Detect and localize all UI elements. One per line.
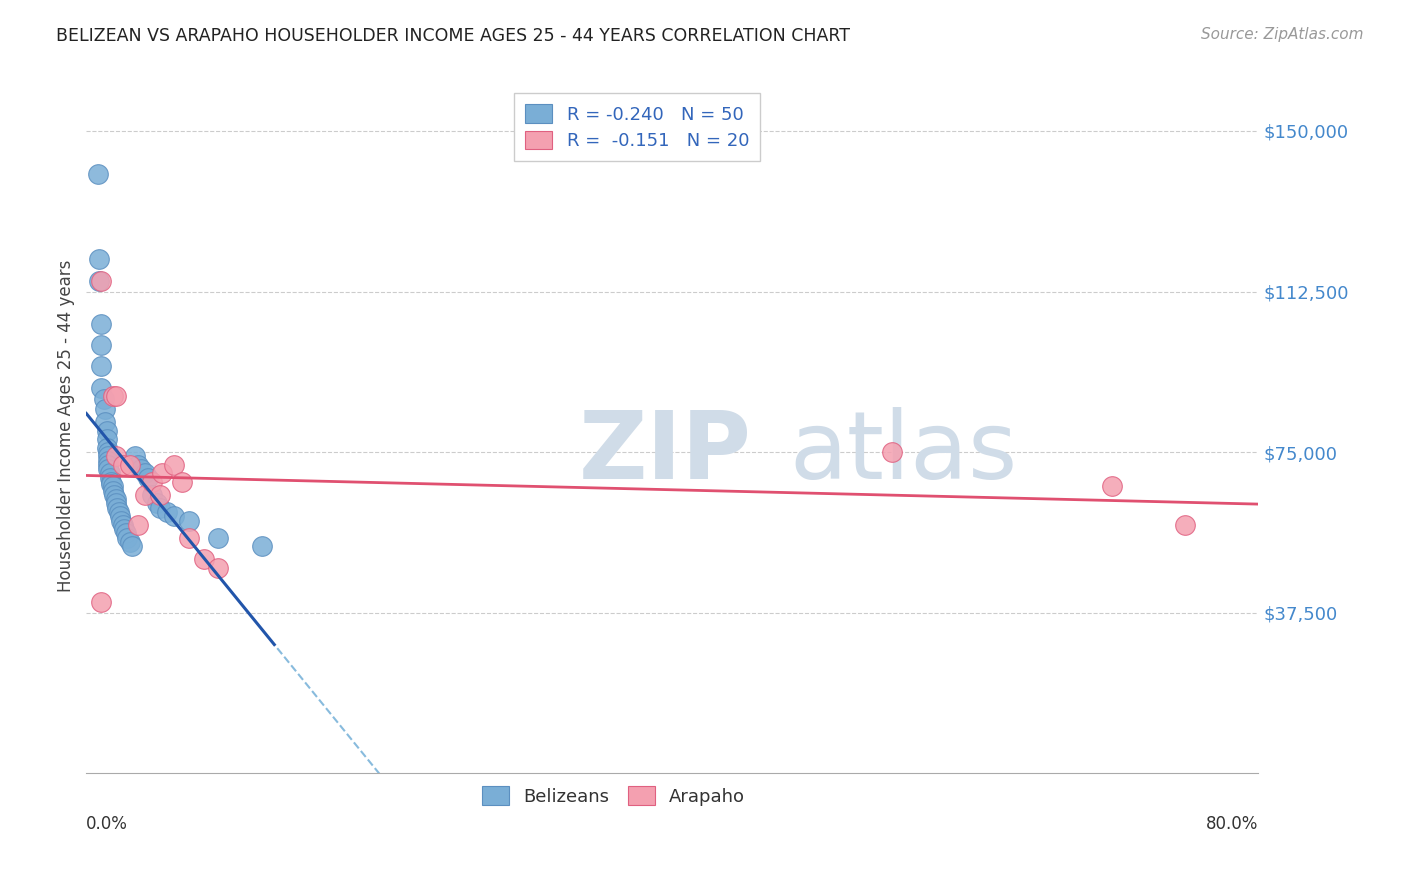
Point (90, 274, 112, 288)
Point (1101, 479, 1123, 493)
Point (90, 595, 112, 609)
Text: atlas: atlas (790, 407, 1018, 500)
Point (101, 389, 124, 403)
Point (156, 505, 179, 519)
Text: ZIP: ZIP (579, 407, 751, 500)
Point (98, 471, 121, 485)
Point (163, 458, 186, 472)
Text: BELIZEAN VS ARAPAHO HOUSEHOLDER INCOME AGES 25 - 44 YEARS CORRELATION CHART: BELIZEAN VS ARAPAHO HOUSEHOLDER INCOME A… (56, 27, 851, 45)
Point (177, 531, 200, 545)
Point (148, 488, 170, 502)
Point (177, 514, 200, 528)
Point (112, 522, 135, 536)
Point (145, 496, 167, 510)
Point (97, 462, 120, 476)
Point (207, 531, 229, 545)
Point (97, 450, 120, 464)
Point (97, 458, 120, 472)
Point (115, 526, 138, 541)
Point (96, 432, 118, 446)
Text: 80.0%: 80.0% (1206, 815, 1258, 833)
Point (163, 509, 186, 524)
Point (111, 517, 134, 532)
Point (207, 560, 229, 574)
Point (120, 535, 142, 549)
Point (89, 274, 111, 288)
Point (127, 458, 149, 472)
Point (90, 381, 112, 395)
Point (97, 453, 120, 467)
Point (111, 458, 134, 472)
Point (90, 338, 112, 352)
Point (104, 496, 127, 510)
Point (134, 467, 156, 481)
Point (107, 505, 129, 519)
Point (96, 441, 118, 455)
Point (250, 539, 273, 553)
Point (90, 359, 112, 374)
Point (120, 458, 142, 472)
Point (104, 389, 127, 403)
Point (103, 488, 125, 502)
Point (101, 479, 124, 493)
Point (136, 471, 159, 485)
Point (105, 500, 128, 515)
Point (100, 477, 122, 491)
Point (89, 252, 111, 267)
Point (117, 531, 139, 545)
Point (882, 445, 904, 459)
Point (1174, 517, 1197, 532)
Point (96, 424, 118, 438)
Point (93, 392, 115, 406)
Point (104, 492, 127, 507)
Point (94, 415, 117, 429)
Point (124, 450, 146, 464)
Point (148, 500, 170, 515)
Point (97, 445, 120, 459)
Point (98, 467, 121, 481)
Point (170, 475, 193, 489)
Text: 0.0%: 0.0% (86, 815, 128, 833)
Point (100, 475, 122, 489)
Point (127, 517, 149, 532)
Point (134, 488, 156, 502)
Point (141, 475, 163, 489)
Point (94, 402, 117, 417)
Point (87, 167, 110, 181)
Point (108, 509, 131, 524)
Point (193, 552, 215, 566)
Point (101, 483, 124, 498)
Point (104, 450, 127, 464)
Y-axis label: Householder Income Ages 25 - 44 years: Householder Income Ages 25 - 44 years (58, 260, 75, 591)
Point (110, 514, 132, 528)
Legend: Belizeans, Arapaho: Belizeans, Arapaho (475, 779, 752, 813)
Text: Source: ZipAtlas.com: Source: ZipAtlas.com (1201, 27, 1364, 42)
Point (129, 462, 152, 476)
Point (152, 467, 174, 481)
Point (90, 317, 112, 331)
Point (121, 539, 143, 553)
Point (141, 488, 163, 502)
